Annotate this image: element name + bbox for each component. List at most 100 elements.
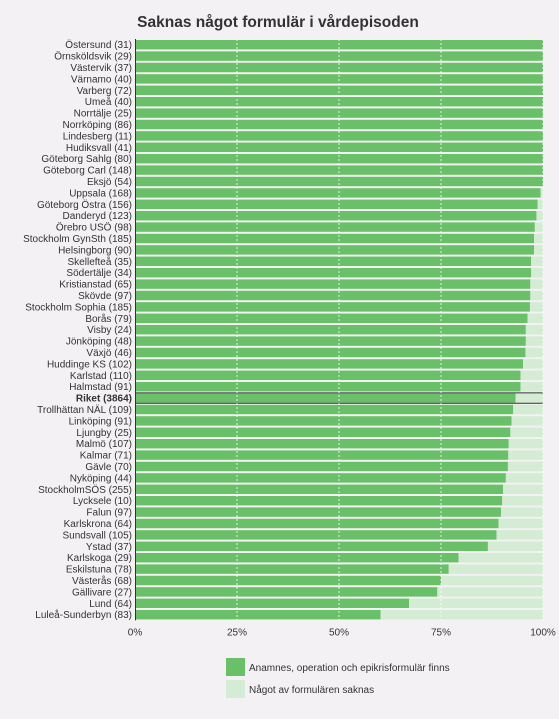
bar-present — [135, 587, 438, 597]
bar-present — [135, 176, 543, 187]
category-label: Örebro USÖ (98) — [56, 222, 132, 234]
bar-present — [135, 427, 511, 437]
bar-present — [135, 484, 504, 494]
bar-missing — [437, 587, 543, 597]
bar-missing — [458, 553, 543, 563]
bar-missing — [508, 450, 543, 460]
category-label: Norrköping (86) — [63, 120, 132, 131]
legend-swatch — [226, 680, 245, 698]
bar-present — [135, 461, 508, 472]
bar-missing — [534, 233, 543, 244]
category-label: Stockholm Sophia (185) — [25, 302, 132, 313]
bar-present — [135, 439, 509, 449]
bar-missing — [510, 427, 543, 437]
bar-present — [135, 530, 497, 540]
category-label: Malmö (107) — [76, 439, 132, 450]
x-axis-ticks: 0% 25% 50% 75% 100% — [128, 627, 556, 638]
bar-present — [135, 336, 526, 346]
chart-title: Saknas något formulär i vårdepisoden — [137, 14, 419, 31]
bar-present — [135, 450, 509, 460]
bar-present — [135, 359, 524, 369]
bar-missing — [502, 496, 543, 506]
category-label: Luleå-Sunderbyn (83) — [35, 609, 132, 621]
category-label: Helsingborg (90) — [58, 245, 132, 256]
bar-present — [135, 268, 532, 278]
bar-missing — [527, 313, 543, 323]
bar-present — [135, 211, 537, 221]
bar-missing — [530, 279, 543, 289]
bar-missing — [409, 598, 543, 608]
legend: Anamnes, operation och epikrisformulär f… — [226, 658, 450, 698]
bar-present — [135, 85, 543, 95]
bar-missing — [448, 564, 543, 574]
category-label: Umeå (40) — [85, 96, 132, 108]
bar-missing — [537, 199, 543, 209]
bar-missing — [498, 518, 543, 529]
gridlines — [135, 39, 544, 621]
bar-present — [135, 370, 521, 380]
category-label: Sundsvall (105) — [63, 530, 132, 541]
category-label: Borås (79) — [85, 313, 132, 325]
category-label: Karlskrona (64) — [64, 519, 132, 530]
bar-present — [135, 245, 535, 255]
bar-missing — [531, 268, 543, 278]
bars — [135, 40, 543, 620]
category-label: Östersund (31) — [65, 39, 132, 51]
bar-present — [135, 393, 516, 403]
bar-present — [135, 108, 543, 118]
bar-missing — [380, 610, 543, 620]
category-label: Göteborg Carl (148) — [43, 166, 132, 177]
bar-present — [135, 325, 526, 335]
category-label: Halmstad (91) — [69, 382, 132, 393]
bar-missing — [511, 416, 543, 426]
x-tick-label: 100% — [530, 627, 556, 638]
category-labels: Östersund (31)Örnsköldsvik (29)Västervik… — [23, 39, 132, 621]
legend-label: Något av formulären saknas — [249, 684, 374, 696]
category-label: Hudiksvall (41) — [66, 143, 132, 154]
bar-missing — [505, 473, 543, 483]
bar-missing — [487, 541, 543, 551]
bar-present — [135, 496, 503, 506]
bar-missing — [508, 439, 543, 449]
category-label: Västervik (37) — [70, 63, 132, 74]
x-tick-label: 25% — [227, 627, 247, 638]
bar-present — [135, 518, 499, 529]
bar-missing — [520, 382, 543, 392]
category-label: Göteborg Sahlg (80) — [41, 154, 132, 165]
bar-present — [135, 416, 512, 426]
bar-present — [135, 256, 532, 266]
category-label: Skövde (97) — [78, 291, 132, 302]
bar-present — [135, 382, 521, 392]
bar-present — [135, 97, 543, 107]
category-label: Huddinge KS (102) — [47, 359, 132, 370]
bar-present — [135, 279, 531, 289]
bar-present — [135, 302, 530, 312]
category-label: Karlstad (110) — [70, 371, 132, 382]
category-label: Västerås (68) — [72, 575, 132, 587]
bar-missing — [540, 188, 543, 198]
bar-missing — [530, 290, 543, 301]
bar-present — [135, 564, 449, 574]
bar-missing — [525, 336, 543, 346]
bar-present — [135, 575, 441, 586]
bar-present — [135, 290, 531, 301]
bar-present — [135, 165, 543, 175]
bar-present — [135, 598, 410, 608]
category-label: Örnsköldsvik (29) — [54, 51, 132, 63]
bar-missing — [529, 302, 543, 312]
category-label: Uppsala (168) — [69, 188, 132, 199]
bar-present — [135, 553, 459, 563]
category-label: Lund (64) — [89, 599, 132, 610]
category-label: Nyköping (44) — [70, 473, 132, 484]
bar-present — [135, 347, 526, 358]
category-label: Karlskoga (29) — [67, 553, 132, 564]
x-tick-label: 75% — [431, 627, 451, 638]
bar-missing — [500, 507, 543, 517]
category-label: Linköping (91) — [69, 416, 132, 427]
category-label: Danderyd (123) — [63, 211, 132, 222]
legend-label: Anamnes, operation och epikrisformulär f… — [249, 663, 450, 674]
category-label: Lindesberg (11) — [63, 131, 132, 142]
bar-present — [135, 74, 543, 84]
category-label: Eksjö (54) — [87, 177, 132, 188]
